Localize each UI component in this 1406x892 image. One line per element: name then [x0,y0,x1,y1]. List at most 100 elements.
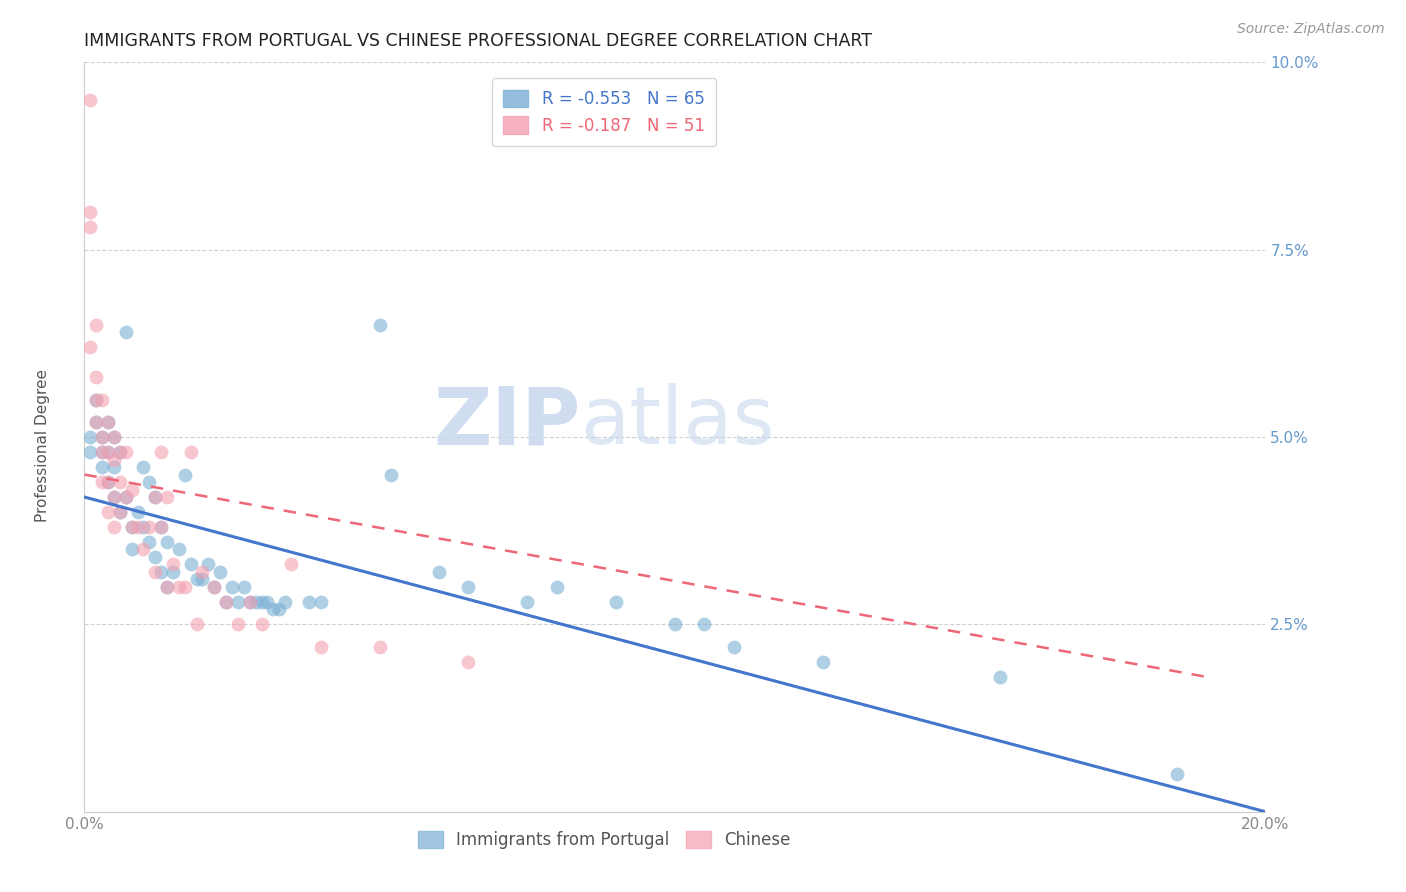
Point [121,542,143,557]
Point [97,475,120,489]
Point [132,520,155,534]
Point [84,392,107,407]
Point [79,340,101,354]
Point [79,93,101,107]
Point [79,430,101,444]
Point [664,617,686,632]
Point [108,505,131,519]
Point [262,602,284,616]
Point [202,580,225,594]
Point [121,520,143,534]
Text: ZIP: ZIP [433,383,581,461]
Point [108,475,131,489]
Point [114,445,136,459]
Point [162,558,184,572]
Text: Professional Degree: Professional Degree [35,369,51,523]
Point [221,580,243,594]
Point [97,445,120,459]
Point [121,483,143,497]
Point [143,549,166,564]
Point [97,415,120,429]
Point [605,595,627,609]
Point [191,565,214,579]
Point [693,617,716,632]
Point [226,595,249,609]
Point [150,520,173,534]
Point [274,595,297,609]
Point [143,490,166,504]
Point [79,220,101,235]
Point [250,595,273,609]
Legend: Immigrants from Portugal, Chinese: Immigrants from Portugal, Chinese [411,824,797,855]
Point [103,520,125,534]
Point [97,505,120,519]
Point [138,535,160,549]
Point [138,520,160,534]
Point [108,505,131,519]
Point [186,617,208,632]
Point [103,490,125,504]
Point [103,430,125,444]
Point [209,565,232,579]
Point [84,370,107,384]
Point [97,445,120,459]
Point [91,460,114,475]
Text: atlas: atlas [581,383,775,461]
Point [97,475,120,489]
Point [186,573,208,587]
Point [97,415,120,429]
Point [269,602,291,616]
Point [298,595,321,609]
Point [309,595,332,609]
Point [84,392,107,407]
Point [380,467,402,482]
Point [103,490,125,504]
Point [79,445,101,459]
Point [156,490,179,504]
Point [132,542,155,557]
Point [180,558,202,572]
Point [121,520,143,534]
Point [250,617,273,632]
Point [546,580,568,594]
Point [156,535,179,549]
Point [167,580,190,594]
Point [368,640,391,654]
Point [173,467,195,482]
Point [215,595,238,609]
Point [108,445,131,459]
Point [84,415,107,429]
Point [180,445,202,459]
Point [114,490,136,504]
Point [516,595,538,609]
Point [103,460,125,475]
Text: IMMIGRANTS FROM PORTUGAL VS CHINESE PROFESSIONAL DEGREE CORRELATION CHART: IMMIGRANTS FROM PORTUGAL VS CHINESE PROF… [84,32,872,50]
Point [1166,767,1188,781]
Point [103,430,125,444]
Point [156,580,179,594]
Point [127,520,149,534]
Point [245,595,267,609]
Point [103,452,125,467]
Point [156,580,179,594]
Point [215,595,238,609]
Point [79,205,101,219]
Point [280,558,302,572]
Point [91,430,114,444]
Point [197,558,219,572]
Point [150,565,173,579]
Point [84,318,107,332]
Point [150,520,173,534]
Point [91,475,114,489]
Point [239,595,262,609]
Point [988,670,1011,684]
Point [427,565,450,579]
Point [202,580,225,594]
Point [138,475,160,489]
Point [162,565,184,579]
Point [309,640,332,654]
Point [232,580,254,594]
Point [91,392,114,407]
Point [91,445,114,459]
Point [91,445,114,459]
